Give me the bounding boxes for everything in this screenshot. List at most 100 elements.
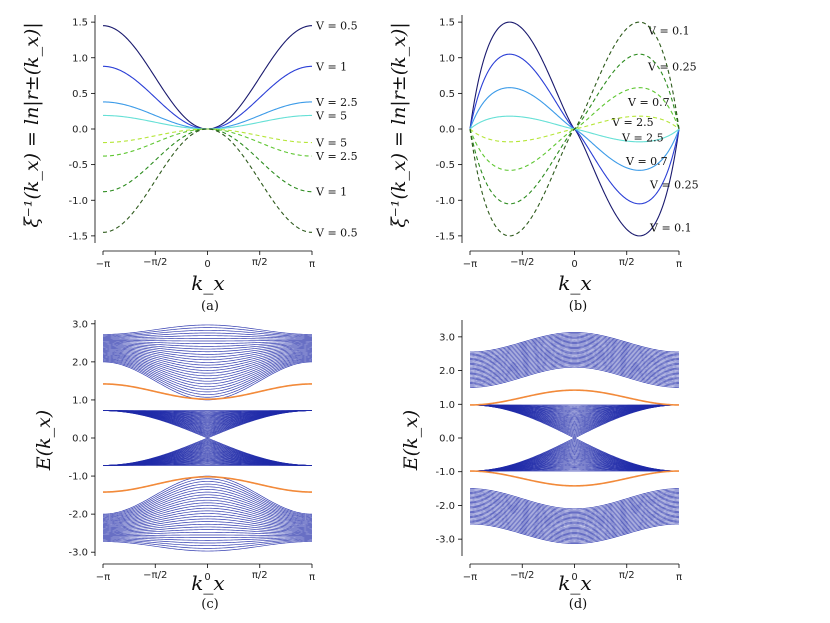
series-label: V = 0.7	[627, 96, 670, 109]
bulk-band-line	[469, 349, 680, 371]
bulk-band-line	[469, 523, 680, 544]
bulk-band-line	[102, 478, 313, 516]
series-line	[102, 114, 313, 130]
bulk-band-line	[469, 360, 680, 382]
x-tick-label: 0	[204, 572, 210, 583]
bulk-band-line	[469, 350, 680, 372]
y-tick-label: 0.0	[439, 125, 455, 136]
bulk-band-line	[469, 338, 680, 359]
x-tick-label: −π/2	[510, 257, 534, 268]
bulk-band-line	[469, 495, 680, 517]
bulk-band-line	[469, 363, 680, 384]
bulk-band-line	[102, 483, 313, 518]
bulk-band-line	[102, 410, 313, 434]
bulk-band-line	[103, 337, 312, 340]
bulk-band-line	[469, 499, 680, 521]
bulk-band-line	[469, 489, 680, 511]
bulk-band-line	[469, 353, 680, 374]
y-tick-label: 1.0	[72, 395, 88, 406]
bulk-band-line	[103, 324, 312, 335]
y-tick-label: 1.0	[72, 53, 88, 64]
y-tick-label: -1.5	[435, 231, 455, 242]
bulk-band-line	[469, 364, 680, 386]
y-tick-label: 1.5	[72, 18, 88, 29]
x-axis-label: k_x	[558, 271, 591, 295]
bulk-band-line	[102, 499, 313, 524]
bulk-band-line	[103, 335, 312, 339]
series-line	[102, 25, 313, 130]
y-tick-label: 0.0	[72, 125, 88, 136]
y-axis-label: E(k_x)	[400, 410, 422, 471]
panel-d: −π −π/2 0 π/2 π 3.0 2.0 1.0 0.0 -1.0 -2.0 -3.0 k_x E(…	[400, 320, 682, 612]
y-tick-label: -1.0	[68, 472, 88, 483]
series-label: V = 2.5	[315, 150, 358, 163]
bulk-band-line	[102, 350, 313, 371]
y-tick-label: 2.0	[439, 366, 455, 377]
bulk-band-line	[102, 360, 313, 398]
bulk-band-line	[102, 513, 313, 529]
bulk-band-line	[469, 339, 680, 360]
bulk-band-line	[102, 357, 313, 390]
bulk-band-line	[469, 507, 680, 528]
bulk-band-line	[469, 359, 680, 381]
bulk-band-line	[469, 502, 680, 523]
bulk-band-line	[102, 481, 313, 517]
series-label: V = 0.1	[649, 221, 692, 234]
bulk-band-line	[469, 516, 680, 537]
bulk-band-line	[102, 345, 313, 358]
bulk-band-line	[469, 500, 680, 522]
series-label: V = 2.5	[315, 96, 358, 109]
y-tick-label: -0.5	[68, 160, 88, 171]
y-axis-label: ξ⁻¹(k_x) = ln|r±(k_x)|	[21, 22, 43, 227]
bulk-band-line	[102, 351, 313, 374]
bulk-band-line	[103, 540, 312, 549]
bulk-band-line	[469, 344, 680, 366]
x-tick-label: −π	[96, 259, 110, 270]
edge-state-line	[469, 389, 680, 406]
bulk-band-line	[102, 353, 313, 379]
bulk-band-line	[102, 491, 313, 521]
bulk-band-line	[102, 343, 313, 353]
edge-state-line	[469, 470, 680, 487]
bulk-band-line	[102, 356, 313, 387]
bulk-band-line	[103, 332, 312, 338]
panel-caption: (c)	[201, 597, 218, 612]
y-tick-label: -1.0	[435, 196, 455, 207]
bulk-band-line	[469, 494, 680, 516]
bulk-band-line	[469, 503, 680, 525]
bulk-band-line	[469, 508, 680, 529]
bulk-band-line	[469, 504, 680, 526]
bulk-band-line	[469, 342, 680, 363]
bulk-band-line	[102, 342, 313, 350]
bulk-band-line	[102, 521, 313, 532]
bulk-band-line	[469, 522, 680, 543]
y-tick-label: 1.0	[439, 53, 455, 64]
bulk-band-line	[102, 355, 313, 385]
bulk-band-line	[469, 335, 680, 357]
bulk-band-line	[103, 340, 312, 345]
bulk-band-line	[102, 347, 313, 363]
bulk-band-line	[469, 517, 680, 538]
bulk-band-line	[102, 486, 313, 519]
bulk-band-line	[469, 497, 680, 518]
x-tick-label: π/2	[619, 570, 635, 581]
bulk-band-line	[102, 497, 313, 523]
y-tick-label: 1.5	[439, 18, 455, 29]
y-tick-label: -0.5	[435, 160, 455, 171]
y-tick-label: -2.0	[68, 510, 88, 521]
bulk-band-line	[469, 345, 680, 367]
y-tick-label: -3.0	[435, 535, 455, 546]
y-tick-label: 1.0	[439, 400, 455, 411]
bulk-band-line	[102, 529, 313, 535]
x-tick-label: π/2	[252, 257, 268, 268]
bulk-band-line	[469, 509, 680, 531]
bulk-band-line	[102, 344, 313, 355]
panel-caption: (d)	[569, 597, 587, 612]
bulk-band-line	[469, 443, 680, 472]
bulk-band-line	[469, 512, 680, 533]
bulk-band-line	[469, 514, 680, 536]
series-label: V = 1	[315, 186, 347, 199]
y-tick-label: -1.0	[68, 196, 88, 207]
bulk-band-line	[102, 352, 313, 377]
bulk-band-line	[469, 348, 680, 369]
